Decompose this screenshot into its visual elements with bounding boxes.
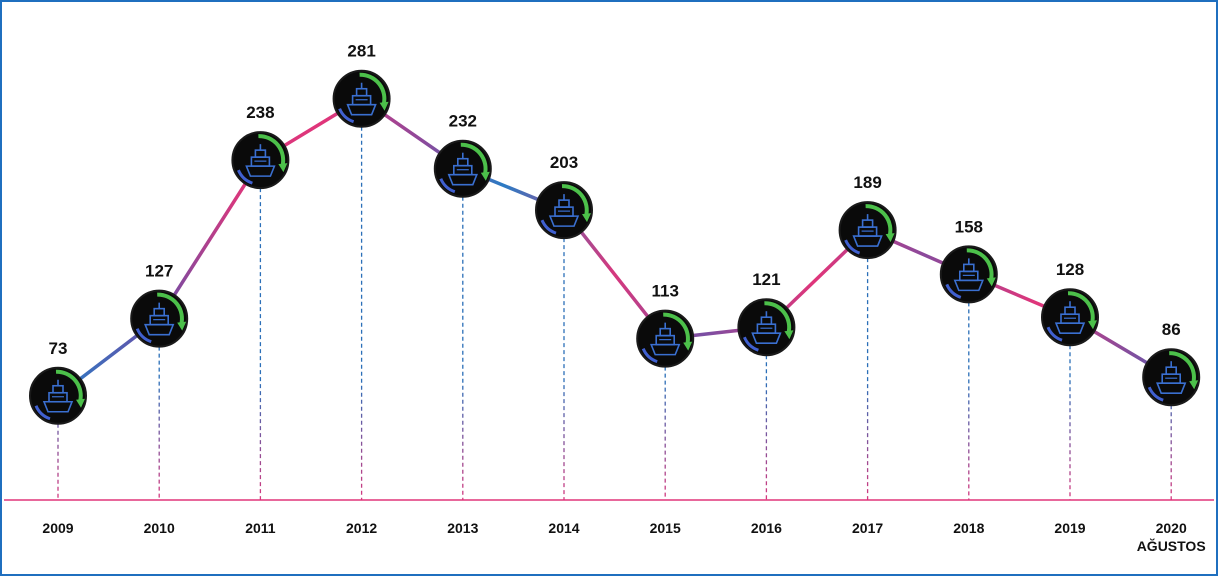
x-tick-label: 2020 AĞUSTOS: [1136, 520, 1206, 554]
x-tick-label: 2013: [447, 520, 479, 536]
marker: [231, 131, 290, 190]
value-label: 86: [1162, 320, 1181, 339]
value-label: 73: [49, 339, 68, 358]
value-label: 128: [1056, 260, 1084, 279]
value-label: 158: [955, 217, 983, 236]
value-label: 281: [347, 42, 375, 61]
marker: [838, 201, 897, 260]
value-label: 238: [246, 103, 274, 122]
value-label: 203: [550, 153, 578, 172]
x-tick-label: 2019: [1054, 520, 1086, 536]
x-tick-label: 2015: [649, 520, 681, 536]
marker: [433, 139, 492, 198]
marker: [29, 366, 87, 425]
marker: [1041, 288, 1099, 347]
value-label: 232: [449, 112, 477, 131]
marker: [636, 309, 695, 368]
value-label: 113: [651, 282, 678, 301]
value-label: 121: [752, 270, 780, 289]
marker: [939, 245, 998, 304]
value-label: 127: [145, 262, 173, 281]
x-tick-label: 2011: [245, 520, 276, 536]
x-tick-label: 2016: [750, 520, 782, 536]
x-tick-label: 2012: [346, 520, 378, 536]
marker: [1142, 348, 1201, 407]
x-tick-label: 2010: [143, 520, 175, 536]
x-tick-label: 2009: [42, 520, 74, 536]
marker: [737, 298, 796, 357]
value-label: 189: [853, 173, 881, 192]
x-tick-label: 2014: [548, 520, 580, 536]
marker: [130, 289, 189, 348]
marker: [332, 69, 391, 128]
marker: [535, 181, 593, 240]
x-tick-label: 2018: [953, 520, 985, 536]
line: [56, 96, 1173, 398]
x-tick-label: 2017: [852, 520, 884, 536]
